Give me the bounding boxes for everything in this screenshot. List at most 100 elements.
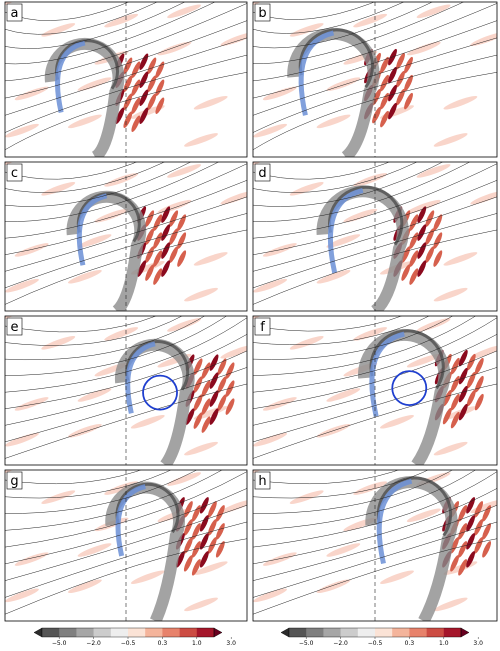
label-box	[254, 3, 271, 22]
red-cell	[161, 242, 171, 259]
streak	[416, 318, 451, 332]
colorbar-tick-label: −5.0	[299, 640, 314, 647]
streak	[5, 278, 39, 293]
colorbar-swatch	[375, 628, 393, 637]
colorbar-swatch	[128, 628, 146, 637]
streak	[406, 353, 441, 368]
red-cell	[199, 551, 209, 568]
streak	[184, 133, 218, 147]
colorbar-swatch	[145, 628, 163, 637]
red-cell	[458, 385, 468, 403]
streak	[443, 95, 478, 110]
red-cell	[450, 393, 460, 411]
streak	[326, 543, 361, 557]
red-cell	[372, 88, 381, 106]
colorbar-swatch	[162, 628, 180, 637]
red-cell	[185, 408, 195, 425]
dark-swirl	[55, 39, 119, 90]
streak	[433, 287, 468, 302]
colorbar-tick-label: −5.0	[52, 640, 67, 647]
panel-field	[253, 470, 497, 621]
panel-frame	[252, 161, 498, 312]
contour	[253, 470, 476, 531]
red-cell	[466, 389, 476, 407]
blue-band	[298, 30, 335, 116]
colorbar-end	[280, 627, 290, 638]
red-cell	[201, 380, 211, 397]
red-cell	[482, 505, 492, 522]
colorbar-swatch	[42, 628, 60, 637]
contour	[253, 488, 497, 565]
red-cell	[193, 358, 203, 375]
red-cell	[380, 74, 389, 92]
highlight-circle	[142, 374, 178, 411]
contour	[253, 316, 403, 332]
panel-label: e	[11, 320, 19, 335]
red-cell	[458, 541, 468, 558]
red-cell	[215, 523, 225, 540]
highlight-circle	[391, 370, 428, 407]
contour	[5, 20, 247, 99]
red-cell	[372, 106, 381, 124]
streak	[433, 441, 468, 456]
red-cell	[474, 519, 484, 536]
red-cell	[466, 371, 476, 389]
panel: f	[252, 315, 498, 466]
red-cell	[380, 56, 389, 74]
contour	[253, 229, 497, 305]
panel-label: f	[260, 320, 265, 335]
blue-band	[327, 188, 364, 274]
red-cell	[425, 228, 435, 245]
red-cell	[199, 497, 209, 514]
label-box	[6, 3, 23, 22]
contour	[253, 2, 433, 49]
streak	[77, 77, 112, 91]
streak	[470, 344, 497, 359]
red-cell	[193, 412, 203, 429]
streak	[77, 234, 112, 248]
red-cell	[474, 537, 484, 554]
red-cell	[409, 250, 419, 267]
panel-field	[5, 2, 247, 157]
contour	[5, 316, 183, 346]
red-cell	[207, 519, 217, 536]
colorbar-swatch	[289, 628, 307, 637]
streak	[5, 432, 39, 447]
panel: a	[4, 1, 248, 158]
contour	[5, 316, 157, 333]
panel-frame	[4, 469, 248, 622]
gray-swirl	[316, 185, 409, 311]
red-cell	[191, 505, 201, 522]
red-cell	[161, 224, 171, 241]
dark-swirl	[76, 192, 141, 243]
red-cell	[201, 398, 211, 415]
contour	[5, 2, 158, 35]
contour	[253, 317, 497, 393]
red-cell	[147, 57, 157, 74]
red-cell	[155, 97, 165, 114]
streak	[14, 243, 49, 257]
label-box	[6, 471, 23, 490]
streak	[380, 415, 414, 429]
red-cell	[458, 367, 468, 385]
streak	[253, 278, 288, 293]
colorbar-tick-label: 3.0	[473, 640, 483, 647]
contour	[5, 471, 247, 548]
red-cell	[139, 89, 149, 106]
streak	[14, 552, 49, 566]
panel-label: g	[10, 474, 18, 489]
panel-label: c	[11, 166, 18, 181]
panel: c	[4, 161, 248, 312]
red-cell	[450, 357, 460, 375]
red-cell	[199, 533, 209, 550]
panel: b	[252, 1, 498, 158]
red-cell	[450, 555, 460, 572]
streak	[220, 32, 247, 46]
streak	[443, 252, 478, 266]
red-cell	[388, 84, 397, 102]
label-box	[254, 317, 271, 336]
red-cell	[193, 394, 203, 411]
red-cell	[145, 264, 155, 281]
red-cell	[215, 505, 225, 522]
